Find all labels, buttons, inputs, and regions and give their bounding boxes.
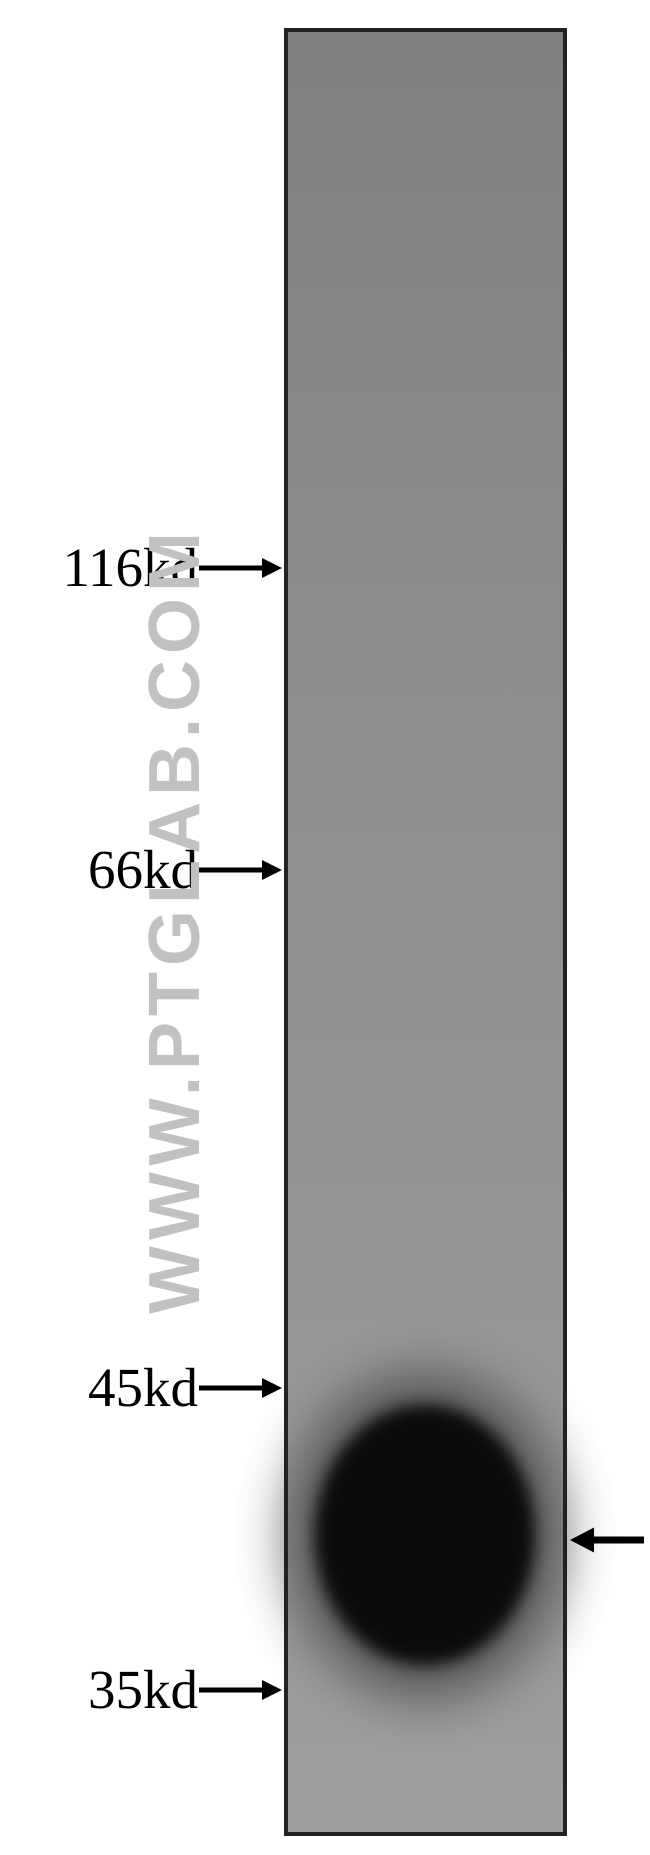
- blot-figure: 116kd 66kd 45kd 35kd WWW.PTGLAB.COM: [0, 0, 650, 1855]
- blot-lane: [288, 32, 563, 1832]
- marker-label: 45kd: [88, 1356, 198, 1419]
- marker-arrow-icon: [199, 552, 286, 584]
- watermark-text: WWW.PTGLAB.COM: [134, 526, 216, 1314]
- marker-label: 35kd: [88, 1658, 198, 1721]
- marker-arrow-icon: [199, 1372, 286, 1404]
- marker-label: 66kd: [88, 838, 198, 901]
- target-band-arrow-icon: [567, 1520, 647, 1560]
- marker-arrow-icon: [199, 854, 286, 886]
- marker-label: 116kd: [63, 536, 198, 599]
- protein-band: [315, 1405, 535, 1665]
- marker-arrow-icon: [199, 1674, 286, 1706]
